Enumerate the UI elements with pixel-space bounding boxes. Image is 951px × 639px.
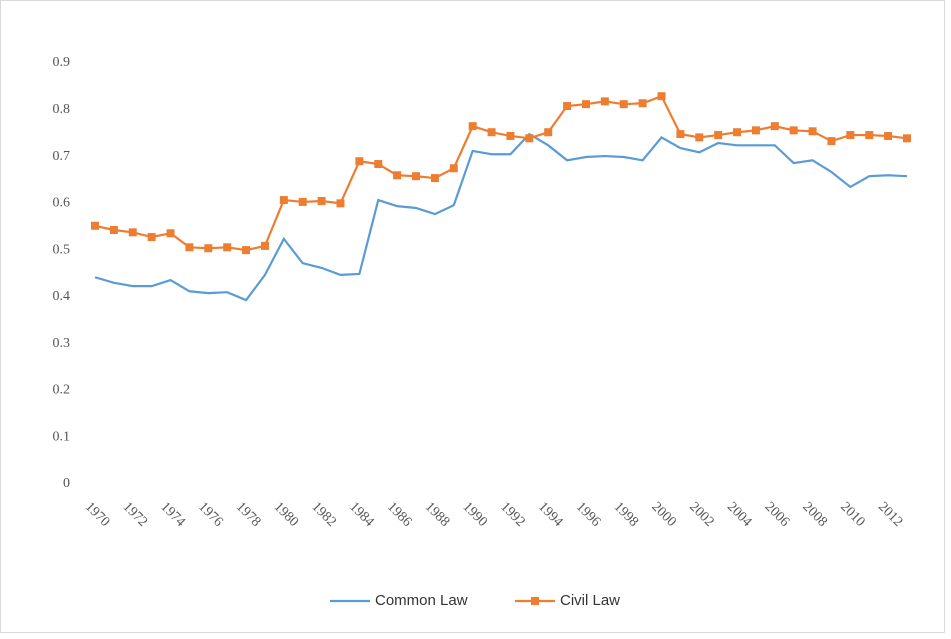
marker — [317, 196, 326, 205]
marker — [563, 102, 572, 111]
marker — [676, 130, 685, 139]
marker — [714, 131, 723, 140]
marker — [638, 99, 647, 108]
marker — [260, 241, 269, 250]
marker — [468, 122, 477, 131]
y-tick-label: 0.1 — [53, 429, 71, 444]
marker — [600, 97, 609, 106]
marker — [865, 131, 874, 140]
marker — [412, 172, 421, 181]
marker — [449, 164, 458, 173]
marker — [166, 229, 175, 238]
marker — [808, 127, 817, 136]
y-tick-label: 0.2 — [53, 383, 71, 398]
marker — [223, 243, 232, 252]
marker — [695, 133, 704, 142]
y-tick-label: 0.5 — [53, 242, 71, 257]
y-tick-label: 0.8 — [53, 102, 71, 117]
marker — [903, 134, 911, 143]
marker — [91, 221, 99, 230]
marker — [336, 199, 345, 208]
marker — [525, 134, 534, 143]
marker — [733, 128, 742, 137]
marker — [770, 122, 779, 131]
marker — [242, 246, 251, 255]
y-tick-label: 0.9 — [53, 55, 71, 70]
marker — [487, 128, 496, 137]
y-tick-label: 0.7 — [53, 149, 71, 164]
marker — [355, 157, 364, 166]
y-tick-label: 0.6 — [53, 196, 71, 211]
y-tick-label: 0.4 — [53, 289, 71, 304]
marker — [619, 100, 628, 109]
marker — [430, 174, 439, 183]
marker — [109, 225, 118, 234]
y-tick-label: 0.3 — [53, 336, 71, 351]
y-tick-label: 0 — [63, 476, 70, 491]
legend-marker — [531, 597, 539, 605]
marker — [185, 243, 194, 252]
marker — [506, 131, 515, 140]
marker — [298, 197, 307, 206]
marker — [827, 137, 836, 146]
marker — [374, 160, 383, 169]
marker — [751, 126, 760, 135]
legend-label: Civil Law — [560, 592, 620, 609]
marker — [204, 244, 213, 253]
marker — [884, 131, 893, 140]
marker — [789, 126, 798, 135]
marker — [128, 228, 137, 237]
marker — [657, 92, 666, 101]
marker — [147, 233, 156, 242]
marker — [393, 171, 402, 180]
marker — [581, 100, 590, 109]
legend-label: Common Law — [375, 592, 468, 609]
series-line — [94, 132, 908, 302]
marker — [279, 196, 288, 205]
marker — [544, 128, 553, 137]
marker — [846, 131, 855, 140]
